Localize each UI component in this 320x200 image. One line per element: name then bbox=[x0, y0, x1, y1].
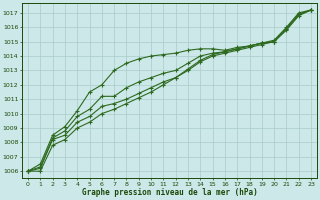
X-axis label: Graphe pression niveau de la mer (hPa): Graphe pression niveau de la mer (hPa) bbox=[82, 188, 257, 197]
